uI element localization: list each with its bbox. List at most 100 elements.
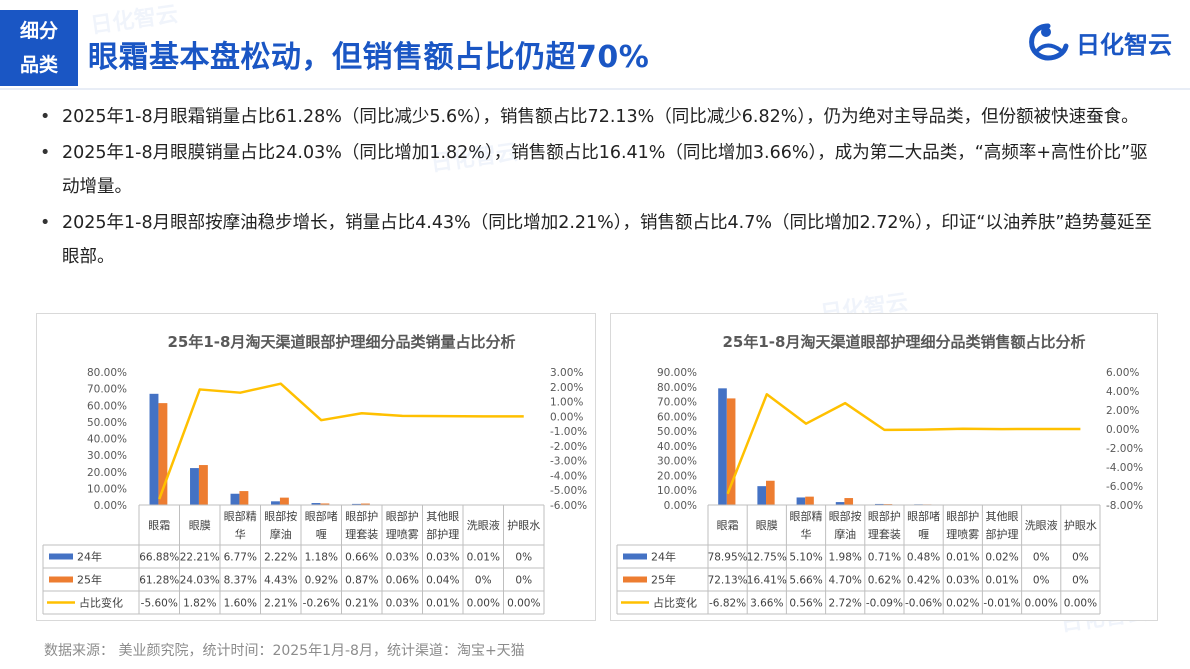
table-cell: 0.87% bbox=[345, 575, 378, 587]
table-cell: 0.66% bbox=[345, 552, 378, 564]
table-cell: 0.00% bbox=[507, 598, 540, 610]
table-cell: 0.92% bbox=[305, 575, 338, 587]
y-tick-label: 60.00% bbox=[657, 411, 697, 423]
category-label: 眼霜 bbox=[148, 519, 170, 532]
table-cell: 0.48% bbox=[907, 552, 940, 564]
table-cell: 0.02% bbox=[985, 552, 1018, 564]
category-label: 眼部护理套装 bbox=[345, 509, 378, 541]
category-label: 眼部护理喷雾 bbox=[946, 509, 979, 541]
y2-tick-label: -4.00% bbox=[1106, 462, 1143, 474]
table-cell: 0.42% bbox=[907, 575, 940, 587]
bar-25 bbox=[239, 491, 249, 505]
table-cell: 3.66% bbox=[750, 598, 783, 610]
category-label: 眼膜 bbox=[189, 519, 211, 532]
category-label: 眼部啫喱 bbox=[305, 509, 338, 541]
y-tick-label: 90.00% bbox=[657, 367, 697, 379]
table-cell: 0.03% bbox=[386, 552, 419, 564]
y2-tick-label: 2.00% bbox=[1106, 405, 1139, 417]
table-cell: 0% bbox=[1033, 552, 1050, 564]
chart-sales-volume-share: 25年1-8月淘天渠道眼部护理细分品类销量占比分析 80.00% 70.00% 60.… bbox=[36, 313, 596, 621]
table-cell: -0.09% bbox=[866, 598, 903, 610]
chart-sales-revenue-share-svg: 25年1-8月淘天渠道眼部护理细分品类销售额占比分析 90.00% 80.00% 70… bbox=[616, 333, 1143, 615]
table-cell: 0.21% bbox=[345, 598, 378, 610]
y2-tick-label: 1.00% bbox=[550, 397, 583, 409]
chart-title: 25年1-8月淘天渠道眼部护理细分品类销量占比分析 bbox=[168, 333, 516, 351]
table-cell: 16.41% bbox=[747, 575, 787, 587]
table-cell: 0.00% bbox=[467, 598, 500, 610]
category-label: 其他眼部护理 bbox=[986, 510, 1019, 541]
table-cell: 22.21% bbox=[180, 552, 220, 564]
table-cell: 1.82% bbox=[183, 598, 216, 610]
bullet-eye-cream: 2025年1-8月眼霜销量占比61.28%（同比减少5.6%），销售额占比72.… bbox=[40, 100, 1160, 134]
table-cell: 0% bbox=[515, 575, 532, 587]
table-cell: 0.71% bbox=[868, 552, 901, 564]
category-label: 眼部按摩油 bbox=[264, 509, 297, 541]
section-badge: 细分 品类 bbox=[0, 10, 78, 86]
bar-24 bbox=[149, 393, 159, 505]
table-cell: 0% bbox=[1033, 575, 1050, 587]
category-label: 眼部按摩油 bbox=[829, 509, 862, 541]
table-cell: -0.01% bbox=[983, 598, 1020, 610]
table-cell: 2.22% bbox=[264, 552, 297, 564]
table-cell: 66.88% bbox=[139, 552, 179, 564]
y2-tick-label: 6.00% bbox=[1106, 367, 1139, 379]
bar-25 bbox=[844, 498, 854, 505]
badge-line-1: 细分 bbox=[19, 20, 58, 42]
legend-swatch bbox=[49, 553, 73, 560]
category-label: 眼部精华 bbox=[224, 509, 257, 541]
table-cell: 0.01% bbox=[946, 552, 979, 564]
summary-bullets: 2025年1-8月眼霜销量占比61.28%（同比减少5.6%），销售额占比72.… bbox=[40, 100, 1160, 276]
table-cell: 0.04% bbox=[426, 575, 459, 587]
category-label: 眼部护理套装 bbox=[868, 509, 901, 541]
page-title: 眼霜基本盘松动，但销售额占比仍超70% bbox=[88, 40, 650, 75]
y2-tick-label: 0.00% bbox=[1106, 424, 1139, 436]
y-tick-label: 40.00% bbox=[657, 441, 697, 453]
bar-25 bbox=[766, 480, 775, 505]
table-cell: 6.77% bbox=[224, 552, 257, 564]
table-cell: 8.37% bbox=[224, 575, 257, 587]
table-cell: 78.95% bbox=[708, 552, 748, 564]
y2-tick-label: -1.00% bbox=[550, 426, 587, 438]
brand-logo-icon bbox=[1029, 23, 1069, 61]
table-cell: 0.00% bbox=[1064, 598, 1097, 610]
y2-tick-label: 3.00% bbox=[550, 367, 583, 379]
table-cell: 5.10% bbox=[789, 552, 822, 564]
bar-25 bbox=[360, 503, 370, 505]
bar-24 bbox=[874, 503, 884, 505]
table-cell: -6.82% bbox=[709, 598, 746, 610]
category-label: 眼部精华 bbox=[790, 509, 823, 541]
y-tick-label: 20.00% bbox=[87, 467, 127, 479]
brand-logo: 日化智云 bbox=[1026, 22, 1172, 62]
y-tick-label: 70.00% bbox=[87, 384, 127, 396]
bar-24 bbox=[271, 501, 280, 505]
y-tick-label: 0.00% bbox=[94, 500, 127, 512]
category-label: 护眼水 bbox=[1064, 518, 1097, 532]
y2-tick-label: -4.00% bbox=[550, 470, 587, 482]
chart-sales-volume-share-svg: 25年1-8月淘天渠道眼部护理细分品类销量占比分析 80.00% 70.00% 60.… bbox=[42, 333, 587, 615]
table-cell: 2.21% bbox=[264, 598, 297, 610]
table-cell: 72.13% bbox=[708, 575, 748, 587]
table-cell: 4.70% bbox=[829, 575, 862, 587]
table-cell: 0.00% bbox=[1025, 598, 1058, 610]
data-source-note: 数据来源： 美业颜究院，统计时间：2025年1月-8月，统计渠道：淘宝+天猫 bbox=[44, 643, 525, 659]
y-tick-label: 50.00% bbox=[657, 426, 697, 438]
brand-logo-text: 日化智云 bbox=[1076, 30, 1172, 59]
bar-25 bbox=[320, 503, 330, 505]
table-cell: -5.60% bbox=[141, 598, 178, 610]
table-cell: 0.62% bbox=[868, 575, 901, 587]
bullet-eye-massage-oil: 2025年1-8月眼部按摩油稳步增长，销量占比4.43%（同比增加2.21%），… bbox=[40, 206, 1160, 274]
table-cell: 0% bbox=[1072, 575, 1089, 587]
table-cell: 0.01% bbox=[985, 575, 1018, 587]
y2-tick-label: -2.00% bbox=[1106, 443, 1143, 455]
y-tick-label: 70.00% bbox=[657, 397, 697, 409]
legend-label: 24年 bbox=[77, 550, 102, 564]
badge-line-2: 品类 bbox=[19, 54, 58, 76]
y-tick-label: 50.00% bbox=[87, 417, 127, 429]
bar-25 bbox=[726, 398, 736, 505]
y-tick-label: 30.00% bbox=[657, 456, 697, 468]
bar-24 bbox=[757, 486, 767, 505]
y-tick-label: 10.00% bbox=[87, 483, 127, 495]
bar-24 bbox=[835, 502, 845, 505]
table-cell: 1.18% bbox=[305, 552, 338, 564]
category-label: 护眼水 bbox=[507, 518, 540, 532]
